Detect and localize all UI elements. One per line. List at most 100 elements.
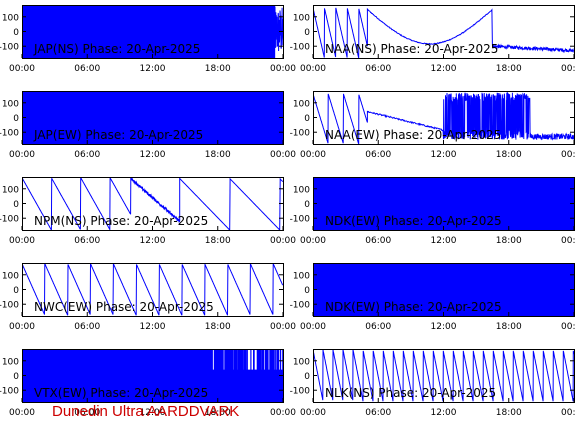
x-tick-label: 12:00 xyxy=(431,322,457,332)
panel-title: JAP(NS) Phase: 20-Apr-2025 xyxy=(33,42,200,56)
x-tick-label: 00:00 xyxy=(270,236,296,246)
chart-panel-5: 100 0 -100 00:00 06:00 12:00 18:00 00:00 NPM(NS)… xyxy=(0,177,296,246)
x-tick-label: 00:00 xyxy=(9,408,35,418)
series-line xyxy=(313,349,574,402)
series-line xyxy=(273,92,283,142)
x-tick-label: 06:00 xyxy=(74,236,100,246)
panel-title: NAA(NS) Phase: 20-Apr-2025 xyxy=(325,42,498,56)
y-tick-label: 0 xyxy=(304,114,310,124)
panel-title: NWC(EW) Phase: 20-Apr-2025 xyxy=(34,300,214,314)
panel-title: NDK(EW) Phase: 20-Apr-2025 xyxy=(325,300,502,314)
x-tick-label: 06:00 xyxy=(365,236,391,246)
x-tick-label: 18:00 xyxy=(496,322,522,332)
x-tick-label: 18:00 xyxy=(496,236,522,246)
y-tick-label: -100 xyxy=(290,301,311,311)
x-tick-label: 06:00 xyxy=(365,322,391,332)
y-tick-label: -100 xyxy=(0,301,19,311)
y-tick-label: 100 xyxy=(2,185,19,195)
x-tick-label: 06:00 xyxy=(74,322,100,332)
panel-title: NLK(NS) Phase: 20-Apr-2025 xyxy=(325,386,496,400)
y-tick-label: 0 xyxy=(13,114,19,124)
data-group xyxy=(313,91,574,144)
x-tick-label: 12:00 xyxy=(140,150,166,160)
dense-phase-fill xyxy=(22,91,283,144)
x-tick-label: 12:00 xyxy=(140,236,166,246)
x-tick-label: 00:00 xyxy=(561,236,576,246)
x-tick-label: 06:00 xyxy=(74,150,100,160)
x-tick-label: 12:00 xyxy=(431,64,457,74)
chart-panel-3: 100 0 -100 00:00 06:00 12:00 18:00 00:00 JAP(EW)… xyxy=(0,91,296,160)
x-tick-label: 18:00 xyxy=(205,322,231,332)
dense-phase-fill xyxy=(22,5,276,58)
data-group xyxy=(313,263,574,316)
x-tick-label: 12:00 xyxy=(431,236,457,246)
y-tick-label: 100 xyxy=(293,13,310,23)
x-tick-label: 18:00 xyxy=(496,408,522,418)
x-tick-label: 18:00 xyxy=(496,64,522,74)
y-tick-label: 0 xyxy=(304,28,310,38)
y-tick-label: 100 xyxy=(2,99,19,109)
x-tick-label: 18:00 xyxy=(205,150,231,160)
y-tick-label: -100 xyxy=(0,129,19,139)
chart-panel-7: 100 0 -100 00:00 06:00 12:00 18:00 00:00 NWC(EW)… xyxy=(0,263,296,332)
data-group xyxy=(313,349,574,402)
x-tick-label: 06:00 xyxy=(365,150,391,160)
y-tick-label: -100 xyxy=(290,387,311,397)
panel-title: NPM(NS) Phase: 20-Apr-2025 xyxy=(34,214,208,228)
y-tick-label: -100 xyxy=(290,129,311,139)
x-tick-label: 18:00 xyxy=(205,236,231,246)
x-tick-label: 00:00 xyxy=(9,150,35,160)
data-group xyxy=(22,263,283,316)
y-tick-label: 100 xyxy=(2,357,19,367)
x-tick-label: 00:00 xyxy=(270,150,296,160)
x-tick-label: 00:00 xyxy=(300,322,326,332)
x-tick-label: 00:00 xyxy=(9,236,35,246)
x-tick-label: 06:00 xyxy=(74,408,100,418)
chart-panel-6: 100 0 -100 00:00 06:00 12:00 18:00 00:00 NDK(EW)… xyxy=(290,177,576,246)
y-tick-label: -100 xyxy=(290,215,311,225)
x-tick-label: 00:00 xyxy=(270,322,296,332)
chart-panel-10: 100 0 -100 00:00 06:00 12:00 18:00 00:00 NLK(NS)… xyxy=(290,349,576,418)
series-line xyxy=(313,7,574,58)
data-group xyxy=(22,177,283,230)
y-tick-label: 100 xyxy=(293,271,310,281)
data-group xyxy=(22,349,283,402)
x-tick-label: 18:00 xyxy=(496,150,522,160)
x-tick-label: 18:00 xyxy=(205,408,231,418)
x-tick-label: 00:00 xyxy=(300,236,326,246)
panel-title: NAA(EW) Phase: 20-Apr-2025 xyxy=(325,128,501,142)
panel-title: NDK(EW) Phase: 20-Apr-2025 xyxy=(325,214,502,228)
y-tick-label: 100 xyxy=(293,357,310,367)
data-group xyxy=(313,7,574,58)
y-tick-label: 0 xyxy=(304,286,310,296)
series-line xyxy=(22,263,283,316)
series-line xyxy=(313,91,574,144)
y-tick-label: 0 xyxy=(304,200,310,210)
y-tick-label: 100 xyxy=(293,99,310,109)
y-tick-label: 0 xyxy=(13,372,19,382)
x-tick-label: 00:00 xyxy=(561,150,576,160)
data-group xyxy=(313,177,574,230)
y-tick-label: 0 xyxy=(304,372,310,382)
x-tick-label: 06:00 xyxy=(74,64,100,74)
x-tick-label: 12:00 xyxy=(431,150,457,160)
y-tick-label: 100 xyxy=(2,13,19,23)
chart-panel-9: 100 0 -100 00:00 06:00 12:00 18:00 00:00 VTX(EW)… xyxy=(0,349,296,418)
x-tick-label: 12:00 xyxy=(140,408,166,418)
x-tick-label: 00:00 xyxy=(561,408,576,418)
x-tick-label: 12:00 xyxy=(431,408,457,418)
x-tick-label: 00:00 xyxy=(300,64,326,74)
y-tick-label: -100 xyxy=(290,43,311,53)
x-tick-label: 06:00 xyxy=(365,408,391,418)
series-line xyxy=(313,263,574,316)
y-tick-label: -100 xyxy=(0,215,19,225)
y-tick-label: -100 xyxy=(0,43,19,53)
x-tick-label: 00:00 xyxy=(9,64,35,74)
chart-panel-8: 100 0 -100 00:00 06:00 12:00 18:00 00:00 NDK(EW)… xyxy=(290,263,576,332)
dense-phase-fill xyxy=(22,349,213,402)
x-tick-label: 18:00 xyxy=(205,64,231,74)
x-tick-label: 06:00 xyxy=(365,64,391,74)
x-tick-label: 00:00 xyxy=(9,322,35,332)
